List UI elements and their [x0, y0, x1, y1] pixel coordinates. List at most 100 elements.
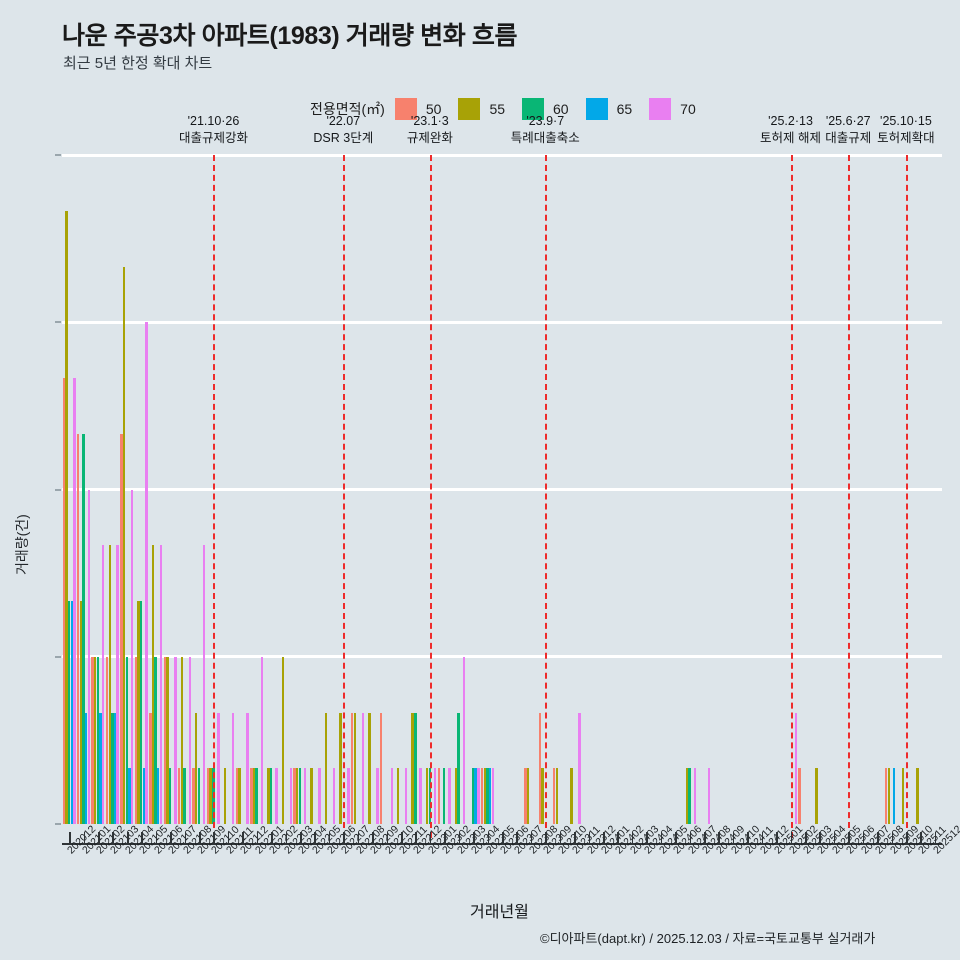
bar-202204-55[interactable]: [296, 768, 299, 824]
bar-202204-50[interactable]: [293, 768, 296, 824]
bar-202202-60[interactable]: [269, 768, 273, 824]
bar-202309-50[interactable]: [538, 712, 542, 824]
bar-202201-55[interactable]: [252, 768, 256, 824]
bar-202012-70[interactable]: [73, 378, 76, 824]
bar-202102-60[interactable]: [96, 656, 100, 824]
bar-202103-70[interactable]: [116, 545, 119, 824]
bar-202309-55[interactable]: [541, 768, 544, 824]
bar-202208-55[interactable]: [353, 712, 357, 824]
bar-202302-50[interactable]: [437, 768, 441, 824]
bar-202204-60[interactable]: [298, 768, 302, 824]
bar-202109-60[interactable]: [197, 768, 201, 824]
bar-202205-55[interactable]: [310, 768, 313, 824]
bar-202112-70[interactable]: [246, 712, 249, 824]
bar-202108-55[interactable]: [180, 656, 184, 824]
bar-202106-55[interactable]: [151, 545, 155, 824]
bar-202105-65[interactable]: [142, 768, 146, 824]
bar-202509-55[interactable]: [887, 768, 890, 824]
bar-202103-55[interactable]: [108, 545, 111, 824]
bar-202407-60[interactable]: [688, 768, 691, 824]
bar-202104-50[interactable]: [120, 433, 123, 824]
bar-202107-70[interactable]: [174, 656, 177, 824]
bar-202310-50[interactable]: [553, 768, 556, 824]
bar-202105-70[interactable]: [145, 322, 148, 824]
bar-202102-65[interactable]: [99, 712, 102, 824]
bar-202103-50[interactable]: [105, 656, 109, 824]
legend-item-60[interactable]: 60: [522, 98, 578, 120]
bar-202509-65[interactable]: [892, 768, 896, 824]
bar-202207-55[interactable]: [339, 712, 342, 824]
bar-202209-55[interactable]: [368, 712, 371, 824]
bar-202107-55[interactable]: [166, 656, 169, 824]
bar-202106-65[interactable]: [157, 768, 160, 824]
bar-202211-70[interactable]: [404, 768, 408, 824]
bar-202303-60[interactable]: [457, 712, 460, 824]
bar-202104-55[interactable]: [122, 266, 126, 824]
bar-202107-50[interactable]: [163, 656, 166, 824]
bar-202111-55[interactable]: [223, 768, 227, 824]
bar-202305-55[interactable]: [483, 768, 486, 824]
bar-202201-60[interactable]: [255, 768, 258, 824]
bar-202107-60[interactable]: [168, 768, 172, 824]
bar-202510-55[interactable]: [901, 768, 905, 824]
bar-202201-70[interactable]: [260, 656, 264, 824]
bar-202303-55[interactable]: [454, 768, 458, 824]
bar-202407-70[interactable]: [693, 768, 696, 824]
bar-202302-70[interactable]: [448, 768, 451, 824]
bar-202108-50[interactable]: [177, 768, 181, 824]
bar-202303-70[interactable]: [462, 656, 466, 824]
bar-202203-70[interactable]: [289, 768, 292, 824]
bar-202101-60[interactable]: [82, 433, 85, 824]
bar-202503-50[interactable]: [798, 768, 801, 824]
bar-202108-70[interactable]: [188, 656, 191, 824]
bar-202408-70[interactable]: [707, 768, 711, 824]
legend-item-70[interactable]: 70: [649, 98, 705, 120]
bar-202209-70[interactable]: [376, 768, 379, 824]
bar-202105-50[interactable]: [134, 656, 138, 824]
bar-202012-50[interactable]: [62, 378, 65, 824]
bar-202212-55[interactable]: [411, 712, 414, 824]
bar-202102-70[interactable]: [102, 545, 105, 824]
bar-202102-55[interactable]: [94, 656, 97, 824]
bar-202203-55[interactable]: [281, 656, 284, 824]
bar-202210-50[interactable]: [379, 712, 383, 824]
bar-202305-65[interactable]: [488, 768, 492, 824]
bar-202101-65[interactable]: [84, 712, 88, 824]
bar-202304-70[interactable]: [477, 768, 480, 824]
bar-202208-50[interactable]: [351, 712, 354, 824]
bar-202301-60[interactable]: [428, 768, 431, 824]
bar-202110-70[interactable]: [217, 712, 220, 824]
bar-202212-70[interactable]: [419, 768, 422, 824]
bar-202509-50[interactable]: [884, 768, 888, 824]
bar-202110-60[interactable]: [212, 768, 215, 824]
bar-202111-70[interactable]: [231, 712, 235, 824]
bar-202012-60[interactable]: [67, 601, 71, 824]
bar-202202-55[interactable]: [267, 768, 270, 824]
bar-202110-50[interactable]: [206, 768, 210, 824]
bar-202105-55[interactable]: [137, 601, 140, 824]
bar-202101-50[interactable]: [77, 433, 80, 824]
bar-202106-50[interactable]: [149, 712, 152, 824]
legend-item-55[interactable]: 55: [458, 98, 514, 120]
bar-202103-65[interactable]: [113, 712, 117, 824]
bar-202305-60[interactable]: [486, 768, 489, 824]
bar-202103-60[interactable]: [111, 712, 114, 824]
bar-202207-70[interactable]: [347, 768, 350, 824]
bar-202302-60[interactable]: [442, 768, 446, 824]
bar-202304-60[interactable]: [471, 768, 475, 824]
bar-202110-55[interactable]: [209, 768, 212, 824]
bar-202104-60[interactable]: [125, 656, 128, 824]
bar-202112-55[interactable]: [238, 768, 241, 824]
bar-202504-55[interactable]: [815, 768, 818, 824]
bar-202106-70[interactable]: [159, 545, 163, 824]
bar-202212-60[interactable]: [414, 712, 417, 824]
bar-202407-55[interactable]: [685, 768, 688, 824]
bar-202208-70[interactable]: [361, 712, 365, 824]
bar-202206-55[interactable]: [324, 712, 328, 824]
bar-202301-70[interactable]: [433, 768, 437, 824]
bar-202105-60[interactable]: [140, 601, 143, 824]
bar-202108-60[interactable]: [183, 768, 186, 824]
bar-202109-70[interactable]: [203, 545, 206, 824]
bar-202012-65[interactable]: [70, 601, 73, 824]
bar-202305-50[interactable]: [480, 768, 484, 824]
